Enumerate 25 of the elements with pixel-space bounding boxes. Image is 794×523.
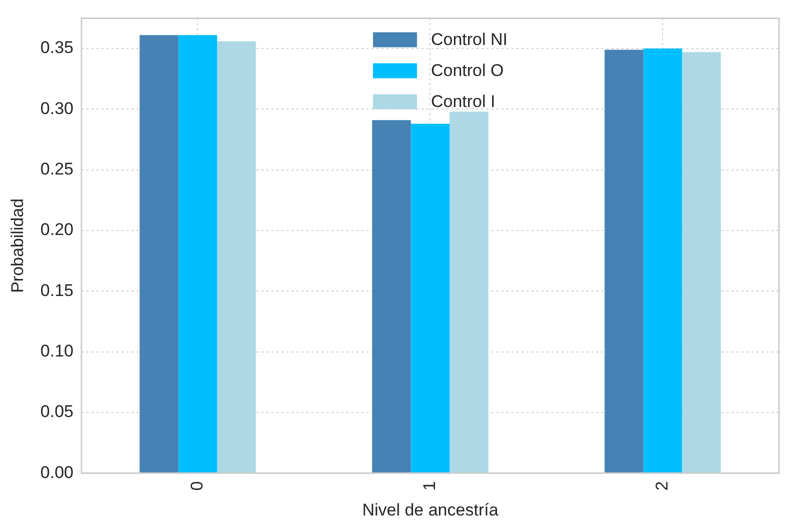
bar [410,124,450,473]
bar [178,35,218,473]
bar [372,120,411,473]
y-tick-label: 0.20 [40,220,74,240]
x-axis-title: Nivel de ancestría [362,500,499,520]
x-tick-label: 1 [420,481,439,491]
bar [450,112,488,473]
bar [682,52,721,473]
y-tick-label: 0.15 [40,280,74,300]
x-tick-label: 0 [187,481,206,491]
legend-label: Control NI [430,30,508,49]
bar [604,50,644,473]
y-tick-label: 0.00 [40,462,74,482]
bar [643,48,682,473]
y-tick-label: 0.10 [40,342,74,361]
y-tick-label: 0.30 [40,98,74,118]
bar [217,41,256,473]
y-tick-label: 0.25 [40,160,74,179]
bar [140,35,178,473]
legend-label: Control O [430,60,504,80]
legend-label: Control I [430,92,496,111]
y-tick-label: 0.05 [40,402,74,422]
x-tick-label: 2 [652,481,672,491]
y-tick-label: 0.35 [40,38,74,58]
y-axis-title: Probabilidad [8,198,27,293]
